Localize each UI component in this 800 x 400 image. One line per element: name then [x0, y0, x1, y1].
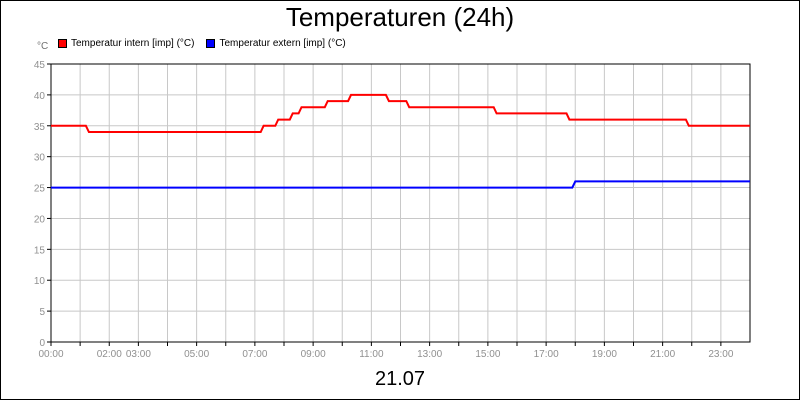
legend-label-extern: Temperatur extern [imp] (°C) [219, 38, 346, 49]
y-tick-label: 15 [34, 245, 46, 256]
x-tick-label: 07:00 [242, 349, 267, 360]
date-label: 21.07 [374, 368, 426, 390]
x-tick-label: 11:00 [359, 349, 384, 360]
y-tick-label: 10 [34, 276, 46, 287]
x-tick-label: 15:00 [475, 349, 500, 360]
y-axis-ticks: 0 5 10 15 20 25 30 35 40 45 [34, 60, 51, 349]
y-tick-label: 0 [39, 338, 45, 349]
series-line-intern [51, 93, 750, 133]
chart-title: Temperaturen (24h) [285, 2, 515, 32]
y-tick-label: 35 [34, 122, 46, 133]
x-tick-label: 23:00 [708, 349, 733, 360]
legend-label-intern: Temperatur intern [imp] (°C) [71, 38, 195, 49]
y-tick-label: 20 [34, 214, 46, 225]
grid [50, 63, 750, 343]
series-line-extern [51, 180, 750, 189]
legend: Temperatur intern [imp] (°C) Temperatur … [58, 38, 358, 49]
legend-item-intern: Temperatur intern [imp] (°C) [58, 38, 194, 49]
x-tick-label: 03:00 [126, 349, 151, 360]
legend-swatch-extern [206, 39, 216, 48]
legend-item-extern: Temperatur extern [imp] (°C) [206, 38, 346, 49]
y-tick-label: 5 [39, 307, 45, 318]
x-tick-label: 19:00 [592, 349, 617, 360]
x-tick-label: 05:00 [184, 349, 209, 360]
x-axis-ticks: 00:00 02:00 03:00 05:00 07:00 09:00 11:00 13:00… [38, 342, 734, 360]
y-tick-label: 45 [34, 60, 46, 71]
y-tick-label: 30 [34, 153, 46, 164]
x-tick-label: 21:00 [650, 349, 675, 360]
y-axis-unit: °C [37, 41, 49, 52]
x-tick-label: 00:00 [38, 349, 63, 360]
x-tick-label: 13:00 [417, 349, 442, 360]
x-tick-label: 09:00 [301, 349, 326, 360]
x-tick-label: 02:00 [97, 349, 122, 360]
y-tick-label: 25 [34, 184, 46, 195]
series-layer [51, 93, 750, 189]
y-tick-label: 40 [34, 91, 46, 102]
x-tick-label: 17:00 [534, 349, 559, 360]
legend-swatch-intern [58, 39, 67, 48]
